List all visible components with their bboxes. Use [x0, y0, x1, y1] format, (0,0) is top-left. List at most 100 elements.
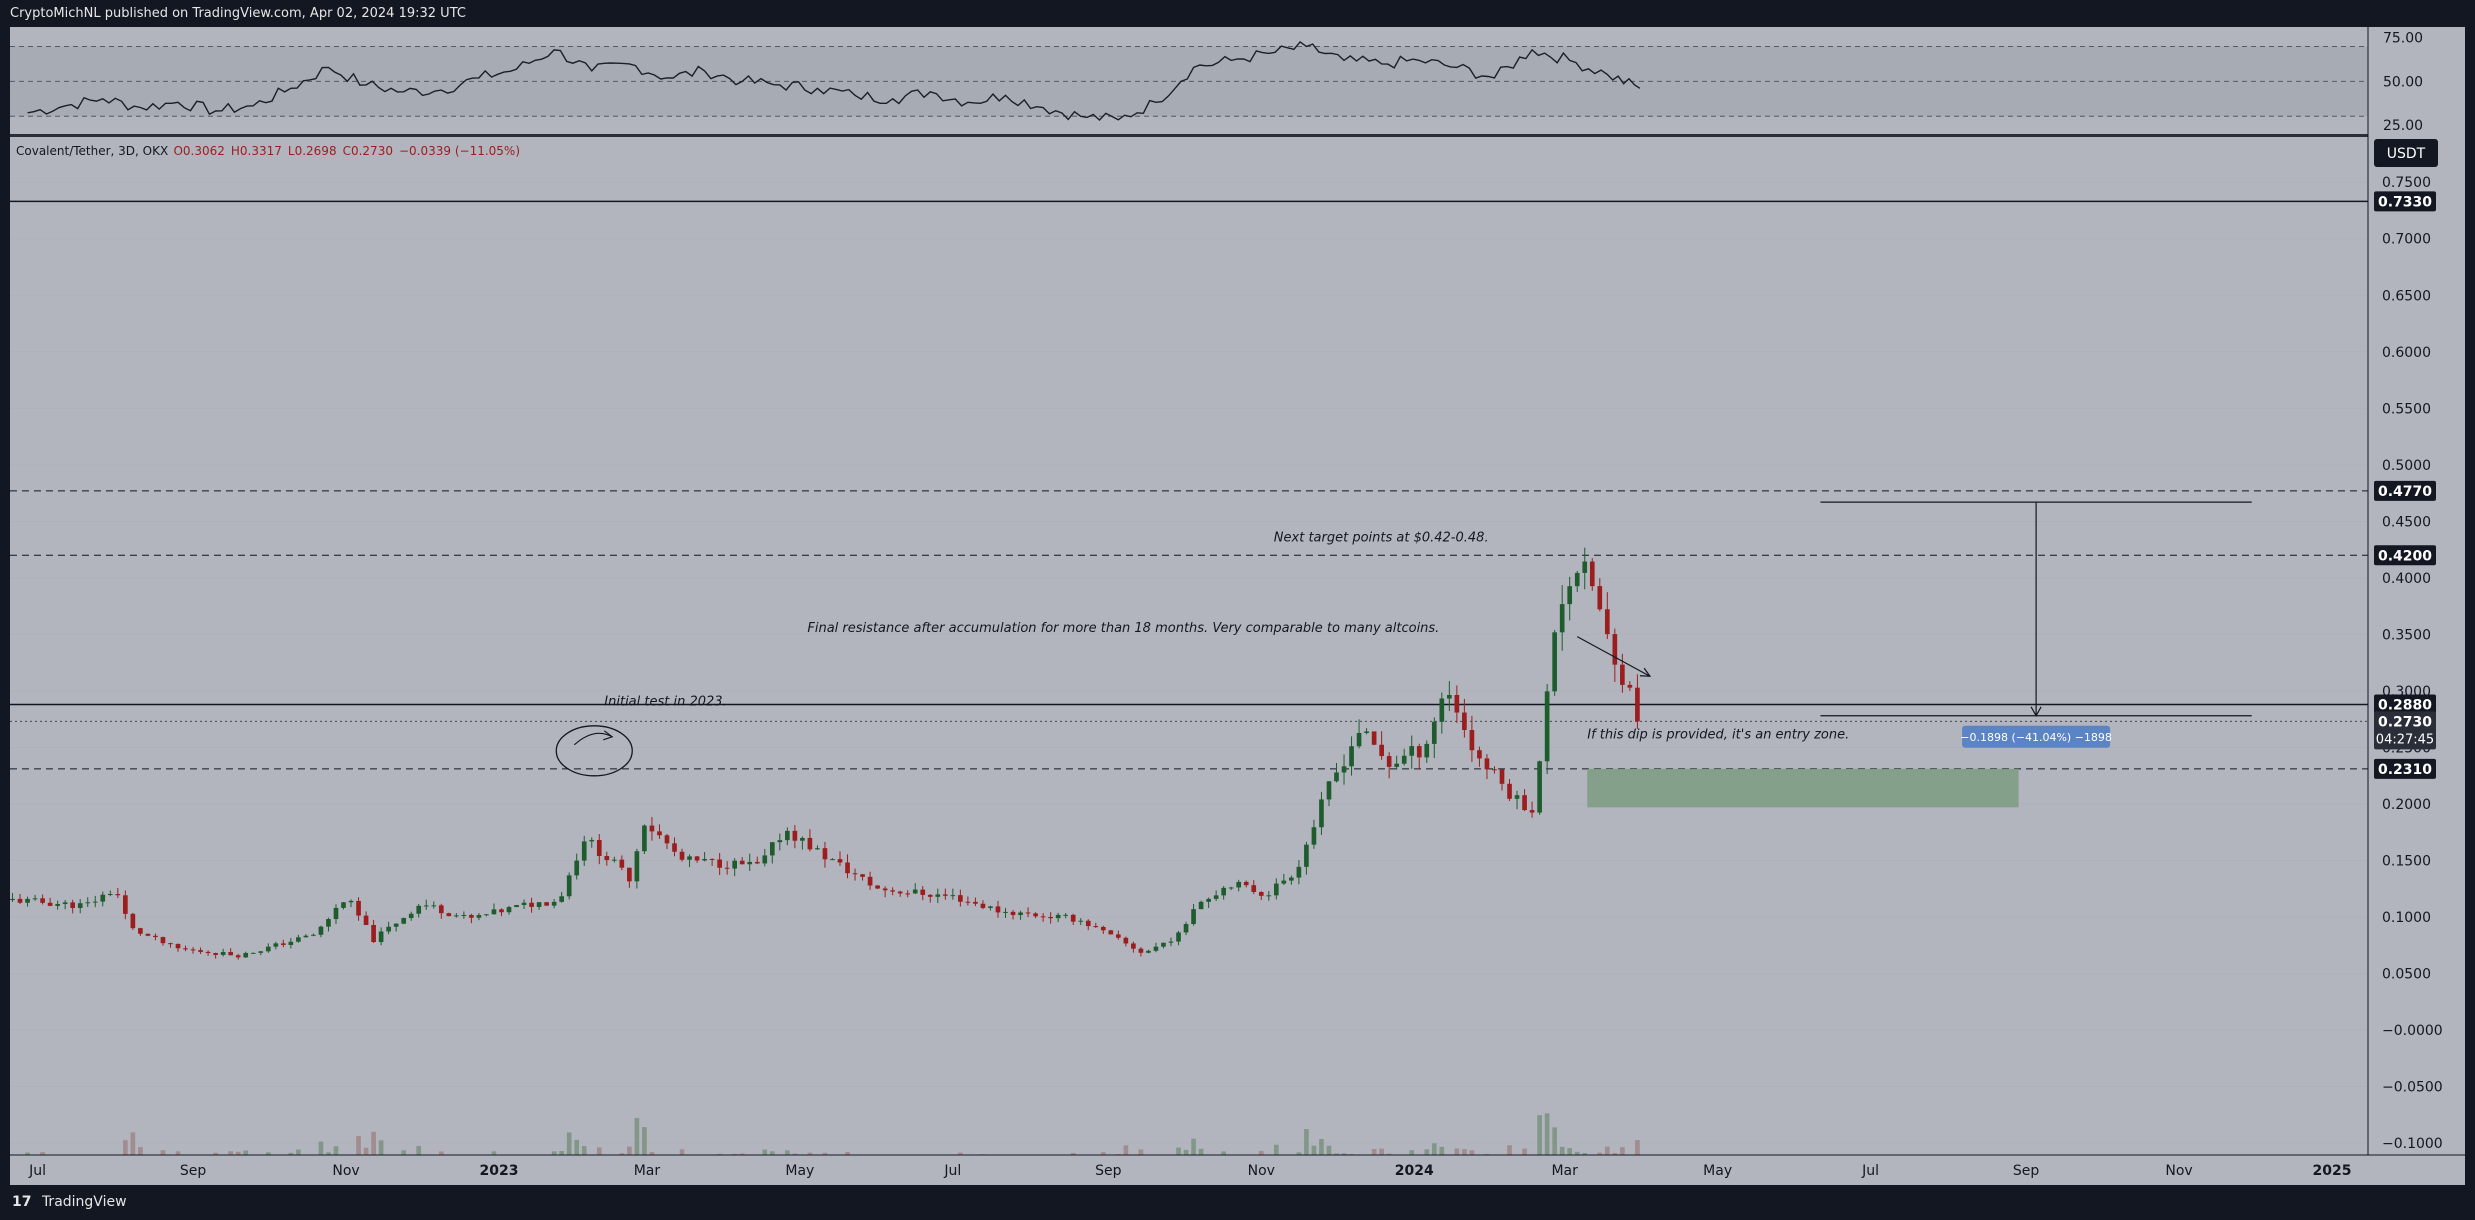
candle-body: [1522, 795, 1527, 811]
chart-frame[interactable]: −0.1898 (−41.04%) −1898 Next target point…: [10, 27, 2465, 1185]
tradingview-footer[interactable]: 17 TradingView: [0, 1185, 2475, 1220]
candle-body: [1567, 586, 1573, 605]
candle-body: [1612, 634, 1618, 665]
rsi-pane[interactable]: [10, 40, 2465, 137]
candle-164: [1243, 880, 1249, 888]
price-tag-0-4770[interactable]: 0.4770: [2374, 480, 2436, 501]
annotation-3[interactable]: If this dip is provided, it's an entry z…: [1587, 727, 1849, 742]
candle-183: [1386, 752, 1392, 779]
candle-74: [566, 872, 572, 900]
candle-body: [875, 885, 880, 889]
candle-176: [1334, 762, 1339, 783]
horizontal-levels[interactable]: [10, 200, 2368, 770]
currency-button[interactable]: USDT: [2374, 139, 2438, 167]
time-axis-label-5[interactable]: May: [785, 1163, 814, 1179]
initial-test-circle[interactable]: [555, 725, 633, 777]
initial-test-arrowhead: [603, 730, 614, 741]
time-axis-label-0[interactable]: Jul: [28, 1163, 46, 1179]
candle-17: [138, 927, 143, 936]
candle-78: [596, 834, 602, 865]
candle-137: [1040, 913, 1046, 922]
tradingview-logo-icon[interactable]: 17: [12, 1194, 32, 1210]
time-axis-label-11[interactable]: May: [1703, 1163, 1732, 1179]
annotation-0[interactable]: Next target points at $0.42-0.48.: [1274, 531, 1489, 546]
candle-39: [303, 934, 309, 938]
candle-166: [1258, 891, 1264, 900]
candle-10: [85, 897, 91, 908]
measure-tool[interactable]: −0.1898 (−41.04%) −1898: [1820, 501, 2252, 748]
candle-24: [190, 947, 196, 954]
candle-body: [1386, 756, 1392, 767]
candle-body: [1131, 943, 1136, 949]
candle-151: [1146, 949, 1151, 954]
candle-96: [732, 858, 738, 877]
price-tag-0-2310[interactable]: 0.2310: [2374, 758, 2436, 779]
candle-body: [581, 841, 587, 861]
candle-191: [1447, 681, 1452, 711]
rsi-line: [27, 40, 1641, 121]
candle-body: [1574, 572, 1580, 587]
price-tag-0-4200[interactable]: 0.4200: [2374, 545, 2436, 566]
time-axis-label-2[interactable]: Nov: [332, 1163, 359, 1179]
candle-27: [213, 952, 218, 959]
candle-body: [333, 907, 339, 920]
tradingview-brand[interactable]: TradingView: [41, 1194, 127, 1210]
candle-56: [431, 901, 437, 909]
volume-bar-16: [130, 1132, 136, 1175]
time-axis-label-1[interactable]: Sep: [180, 1163, 207, 1179]
candle-body: [1529, 810, 1535, 813]
time-axis-label-12[interactable]: Jul: [1861, 1163, 1879, 1179]
candle-body: [416, 905, 422, 914]
time-axis-label-10[interactable]: Mar: [1551, 1163, 1578, 1179]
candle-165: [1251, 880, 1257, 895]
drawings[interactable]: −0.1898 (−41.04%) −1898 Next target point…: [555, 501, 2252, 777]
annotation-1[interactable]: Final resistance after accumulation for …: [807, 621, 1439, 636]
legend-title: Covalent/Tether, 3D, OKX: [16, 144, 168, 158]
projection-arrow[interactable]: [1576, 636, 1652, 677]
candle-body: [642, 825, 647, 852]
candle-70: [536, 902, 542, 910]
candle-body: [145, 933, 151, 936]
chart-svg[interactable]: −0.1898 (−41.04%) −1898 Next target point…: [10, 27, 2465, 1185]
price-tag-0-7330[interactable]: 0.7330: [2374, 191, 2436, 212]
candle-105: [800, 836, 805, 850]
candle-body: [1552, 632, 1557, 692]
axes[interactable]: 75.00 50.00 25.00 0.7500 0.7000 0.6500 0.6000 0…: [10, 27, 2465, 1185]
candle-body: [469, 914, 474, 918]
annotation-2[interactable]: Initial test in 2023.: [604, 695, 726, 710]
entry-zone-layer[interactable]: [1587, 768, 2019, 808]
price-axis-label-7: 0.4000: [2382, 571, 2431, 587]
candle-133: [1010, 909, 1016, 920]
price-tag-0-2880[interactable]: 0.2880: [2374, 694, 2436, 715]
candle-192: [1454, 685, 1460, 723]
time-axis-label-7[interactable]: Sep: [1095, 1163, 1122, 1179]
time-axis-label-9[interactable]: 2024: [1395, 1163, 1434, 1179]
time-axis-label-3[interactable]: 2023: [479, 1163, 518, 1179]
candle-25: [198, 947, 203, 955]
time-axis-label-6[interactable]: Jul: [943, 1163, 961, 1179]
time-axis-label-13[interactable]: Sep: [2013, 1163, 2040, 1179]
candle-body: [679, 851, 685, 860]
candle-body: [852, 873, 858, 875]
candle-68: [521, 899, 527, 910]
candle-body: [1161, 942, 1166, 947]
candle-body: [942, 894, 948, 896]
initial-test-ellipse: [555, 725, 633, 777]
candles: [10, 547, 1640, 960]
candle-184: [1394, 755, 1400, 770]
candle-45: [348, 899, 354, 908]
candle-body: [890, 890, 895, 892]
candle-14: [115, 888, 121, 899]
time-axis-label-8[interactable]: Nov: [1248, 1163, 1275, 1179]
time-axis-label-15[interactable]: 2025: [2313, 1163, 2352, 1179]
candle-body: [115, 894, 121, 896]
candle-body: [446, 913, 452, 917]
entry-zone-rect[interactable]: [1587, 768, 2019, 808]
candle-202: [1529, 801, 1535, 818]
time-axis-label-14[interactable]: Nov: [2165, 1163, 2192, 1179]
candle-body: [401, 918, 407, 924]
candle-187: [1416, 743, 1422, 770]
current-price-tag[interactable]: 0.2730 04:27:45: [2374, 711, 2436, 750]
time-axis-label-4[interactable]: Mar: [634, 1163, 661, 1179]
candle-body: [709, 858, 715, 860]
